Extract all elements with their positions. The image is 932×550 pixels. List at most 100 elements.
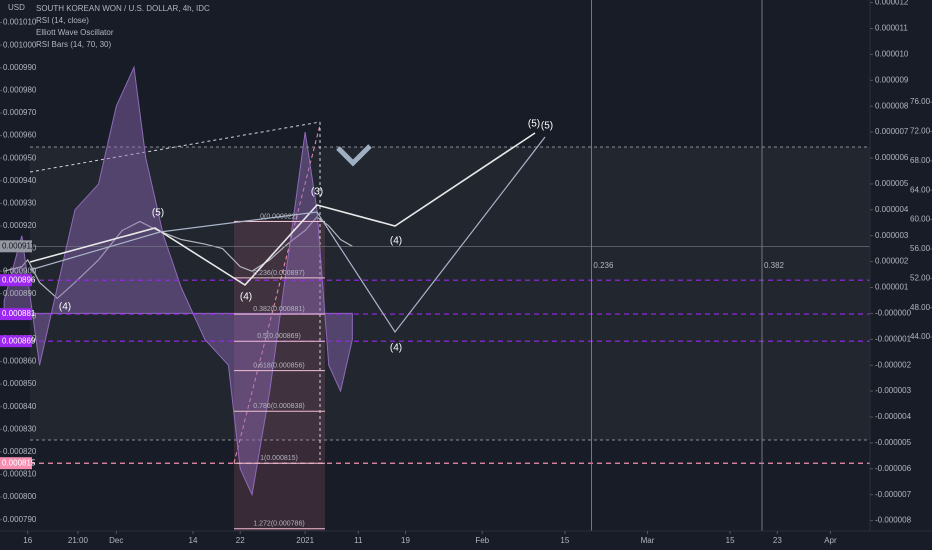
level-tag xyxy=(0,335,32,348)
fib-label: 0.236(0.000897) xyxy=(253,270,304,277)
range-band xyxy=(30,147,870,440)
y-tick-label: 0.000850 xyxy=(3,379,37,388)
rsi-tick-label: 76.00 xyxy=(910,97,931,106)
x-tick-label: 23 xyxy=(773,536,782,545)
fib-label: 0(0.000922) xyxy=(260,213,298,220)
y2-tick-label: 0.000004 xyxy=(875,205,909,214)
y-tick-label: 0.000930 xyxy=(3,198,37,207)
y-tick-label: 0.000970 xyxy=(3,108,37,117)
price-tag xyxy=(0,240,32,253)
oscillator-area xyxy=(3,65,353,497)
indicator: Elliott Wave Oscillator xyxy=(36,28,114,37)
level-tag-label: 0.000896 xyxy=(2,275,36,284)
rsi-tick-label: 48.00 xyxy=(910,303,931,312)
x-tick-label: 14 xyxy=(189,536,198,545)
fib-label: 0.5(0.000869) xyxy=(257,333,301,340)
rsi-tick-label: 64.00 xyxy=(910,185,931,194)
wave-label: (4) xyxy=(390,343,402,354)
y2-tick-label: 0.000007 xyxy=(875,127,909,136)
y-tick-label: 0.000890 xyxy=(3,289,37,298)
fib-label: 1(0.000815) xyxy=(260,455,298,462)
y-tick-label: 0.000860 xyxy=(3,357,37,366)
y-tick-label: 0.000960 xyxy=(3,131,37,140)
y-tick-label: 0.000800 xyxy=(3,492,37,501)
x-tick-label: 2021 xyxy=(296,536,314,545)
y2-tick-label: 0.000005 xyxy=(875,179,909,188)
x-tick-label: 19 xyxy=(401,536,410,545)
fib-label: 0.786(0.000838) xyxy=(253,403,304,410)
indicator: RSI (14, close) xyxy=(36,16,89,25)
rsi-tick-label: 52.00 xyxy=(910,273,931,282)
check-mark xyxy=(336,144,372,167)
y2-tick-label: -0.000000 xyxy=(875,309,912,318)
wave-label: (5) xyxy=(541,121,553,132)
x-tick-label: 11 xyxy=(354,536,363,545)
y2-tick-label: 0.000002 xyxy=(875,257,909,266)
channel-top xyxy=(29,121,321,173)
level-tag xyxy=(0,274,32,287)
rsi-tick-label: 44.00 xyxy=(910,332,931,341)
y-tick-label: 0.000940 xyxy=(3,176,37,185)
y2-tick-label: -0.000001 xyxy=(875,334,912,343)
y-tick-label: 0.000990 xyxy=(3,63,37,72)
x-tick-label: 15 xyxy=(726,536,735,545)
chart-title: SOUTH KOREAN WON / U.S. DOLLAR, 4h, IDC xyxy=(36,4,210,13)
x-tick-label: Feb xyxy=(475,536,489,545)
y2-tick-label: 0.000012 xyxy=(875,0,909,7)
x-tick-label: 22 xyxy=(236,536,245,545)
y-tick-label: 0.000830 xyxy=(3,424,37,433)
y2-tick-label: 0.000011 xyxy=(875,24,908,33)
y2-tick-label: -0.000007 xyxy=(875,490,912,499)
rsi-tick-label: 68.00 xyxy=(910,156,931,165)
wave-label: (5) xyxy=(528,119,540,130)
y-tick-label: 0.001000 xyxy=(3,40,37,49)
wave-label: (3) xyxy=(311,187,323,198)
right-axis-panel xyxy=(870,0,932,550)
level-tag-label: 0.000815 xyxy=(2,458,36,467)
x-tick-label: Dec xyxy=(109,536,123,545)
rsi-tick-label: 56.00 xyxy=(910,244,931,253)
wave-label: (4) xyxy=(240,292,252,303)
fib-label: 0.382(0.000881) xyxy=(253,306,304,313)
level-tag xyxy=(0,457,32,470)
currency: USD xyxy=(8,3,25,12)
y-tick-label: 0.000810 xyxy=(3,470,37,479)
time-axis-panel xyxy=(0,531,932,550)
wave-label: (5) xyxy=(152,208,164,219)
time-fib-label: 0.382 xyxy=(764,261,785,270)
y2-tick-label: 0.000006 xyxy=(875,153,909,162)
y-tick-label: 0.000920 xyxy=(3,221,37,230)
indicator: RSI Bars (14, 70, 30) xyxy=(36,40,111,49)
rsi-tick-label: 60.00 xyxy=(910,215,931,224)
fib-label: 0.618(0.000856) xyxy=(253,362,304,369)
y2-tick-label: 0.000009 xyxy=(875,75,909,84)
y-tick-label: 0.000820 xyxy=(3,447,37,456)
fib-label: 1.272(0.000786) xyxy=(253,521,304,528)
wave-label: (4) xyxy=(390,236,402,247)
x-tick-label: 21:00 xyxy=(68,536,89,545)
time-fib-label: 0.236 xyxy=(593,261,614,270)
y2-tick-label: -0.000003 xyxy=(875,386,912,395)
x-tick-label: Apr xyxy=(824,536,837,545)
wave-path xyxy=(29,132,536,287)
rsi-tick-label: 72.00 xyxy=(910,127,931,136)
level-tag xyxy=(0,308,32,321)
y2-tick-label: -0.000005 xyxy=(875,438,912,447)
level-tag-label: 0.000869 xyxy=(2,336,36,345)
wave-path-alt xyxy=(29,136,546,334)
x-tick-label: 15 xyxy=(560,536,569,545)
y-tick-label: 0.001010 xyxy=(3,18,37,27)
y-tick-label: 0.000790 xyxy=(3,515,37,524)
y2-tick-label: -0.000006 xyxy=(875,464,912,473)
y-tick-label: 0.000980 xyxy=(3,85,37,94)
y-tick-label: 0.000900 xyxy=(3,266,37,275)
y-tick-label: 0.000950 xyxy=(3,153,37,162)
x-tick-label: 16 xyxy=(23,536,32,545)
price-line xyxy=(3,216,353,300)
y2-tick-label: 0.000001 xyxy=(875,283,909,292)
y2-tick-label: -0.000004 xyxy=(875,412,912,421)
y2-tick-label: -0.000002 xyxy=(875,360,912,369)
y-tick-label: 0.000840 xyxy=(3,402,37,411)
y2-tick-label: -0.000008 xyxy=(875,516,912,525)
